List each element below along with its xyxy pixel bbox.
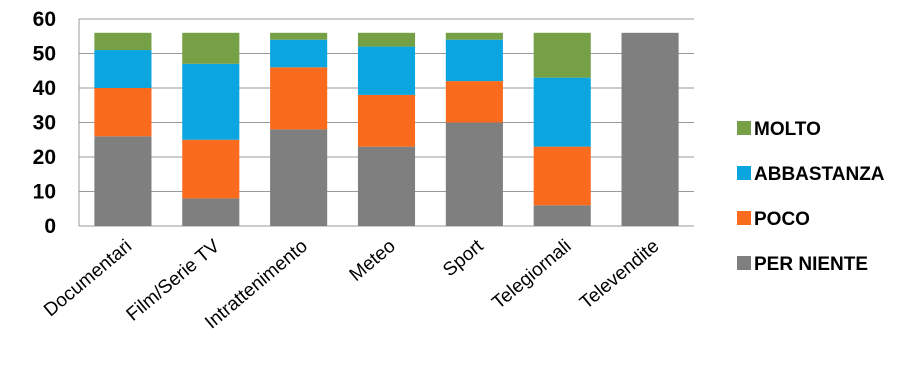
- bar-segment: [182, 33, 239, 64]
- bar-segment: [534, 205, 591, 226]
- bar-segment: [94, 33, 151, 50]
- bar-segment: [94, 88, 151, 136]
- bar-segment: [270, 40, 327, 68]
- bar-segment: [182, 198, 239, 226]
- legend-label: POCO: [754, 209, 810, 230]
- bar-segment: [358, 95, 415, 147]
- legend-label: MOLTO: [754, 119, 821, 140]
- y-tick-label: 0: [44, 215, 56, 238]
- legend-swatch: [737, 211, 751, 225]
- y-tick-label: 30: [33, 112, 56, 135]
- bar-segment: [358, 33, 415, 47]
- bar-segment: [358, 47, 415, 95]
- bar-segment: [446, 33, 503, 40]
- bar-segment: [270, 129, 327, 226]
- bars: [94, 33, 678, 226]
- bar-segment: [94, 50, 151, 88]
- y-tick-label: 10: [33, 181, 56, 204]
- legend-swatch: [737, 256, 751, 270]
- y-tick-label: 40: [33, 77, 56, 100]
- bar-segment: [270, 33, 327, 40]
- bar-segment: [534, 147, 591, 206]
- legend-swatch: [737, 166, 751, 180]
- x-tick-label: Documentari: [40, 236, 136, 321]
- bar-segment: [534, 33, 591, 78]
- legend: MOLTO ABBASTANZA POCO PER NIENTE: [737, 119, 885, 275]
- bar-segment: [446, 40, 503, 81]
- x-tick-label: Telegiornali: [488, 236, 575, 314]
- legend-swatch: [737, 121, 751, 135]
- x-tick-label: Televendite: [576, 236, 663, 314]
- x-tick-label: Meteo: [346, 236, 400, 286]
- bar-segment: [534, 78, 591, 147]
- bar-segment: [94, 136, 151, 226]
- bar-segment: [446, 81, 503, 122]
- bar-segment: [182, 64, 239, 140]
- y-tick-label: 20: [33, 146, 56, 169]
- y-tick-label: 60: [33, 8, 56, 31]
- legend-label: ABBASTANZA: [754, 164, 885, 185]
- bar-segment: [622, 33, 679, 226]
- y-axis: 0 10 20 30 40 50 60: [33, 8, 79, 238]
- bar-segment: [446, 123, 503, 227]
- legend-label: PER NIENTE: [754, 254, 868, 275]
- bar-segment: [270, 67, 327, 129]
- bar-segment: [182, 140, 239, 199]
- y-tick-label: 50: [33, 43, 56, 66]
- bar-segment: [358, 147, 415, 226]
- x-tick-label: Sport: [439, 235, 488, 281]
